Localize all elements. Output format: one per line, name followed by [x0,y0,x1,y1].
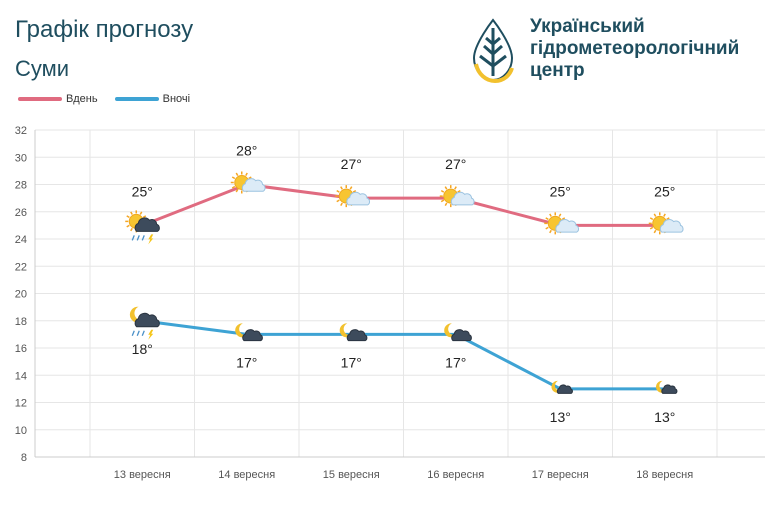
night-temp-label: 17° [236,354,257,370]
legend-swatch-night [114,97,159,101]
logo-line-2: гідрометеорологічний [530,38,740,59]
night-temp-label: 18° [132,341,153,357]
day-weather-icon [125,210,160,245]
night-weather-icon [551,380,573,394]
day-temp-label: 25° [654,183,675,199]
day-weather-icon [335,185,371,208]
day-weather-icon [544,212,580,235]
x-tick-label: 15 вересня [323,469,380,481]
legend-label-night: Вночі [162,93,191,105]
y-tick-label: 20 [15,289,27,301]
series-line-night [142,319,665,391]
logo-line-3: центр [530,60,585,81]
chart-legend: Вдень Вночі [18,92,204,105]
drop-logo-icon [472,18,514,84]
logo-text: Український гідрометеорологічний центр [530,16,739,82]
y-tick-label: 32 [15,125,27,137]
ugmc-logo: Український гідрометеорологічний центр [468,16,768,88]
y-tick-label: 12 [15,398,27,410]
day-temp-label: 25° [132,183,153,199]
night-weather-icon [655,380,678,394]
y-tick-label: 16 [15,343,27,355]
legend-swatch-day [18,97,62,101]
x-tick-label: 18 вересня [636,469,693,481]
y-tick-label: 8 [21,452,27,464]
legend-item-night[interactable]: Вночі [114,93,191,105]
night-temp-label: 13° [654,409,675,425]
x-tick-label: 13 вересня [114,469,171,481]
y-tick-label: 26 [15,207,27,219]
day-temp-label: 27° [445,156,466,172]
y-tick-label: 30 [15,152,27,164]
day-temp-label: 27° [341,156,362,172]
x-tick-label: 16 вересня [427,469,484,481]
y-tick-label: 18 [15,316,27,328]
day-weather-icon [230,171,266,194]
night-temp-label: 13° [550,409,571,425]
day-weather-icon [439,185,475,208]
legend-label-day: Вдень [66,93,98,105]
chart-title: Графік прогнозу [15,16,194,43]
y-tick-label: 10 [15,425,27,437]
day-temp-label: 28° [236,143,257,159]
logo-line-1: Український [530,16,645,37]
y-tick-label: 24 [15,234,27,246]
night-weather-icon [444,323,472,342]
night-weather-icon [339,323,368,342]
night-weather-icon [129,306,160,340]
x-tick-label: 17 вересня [532,469,589,481]
x-tick-label: 14 вересня [218,469,275,481]
night-temp-label: 17° [445,354,466,370]
day-weather-icon [648,212,684,235]
series-line-day [141,183,665,227]
day-temp-label: 25° [550,183,571,199]
legend-item-day[interactable]: Вдень [18,93,98,105]
night-weather-icon [235,323,263,342]
y-tick-label: 28 [15,180,27,192]
city-name: Суми [15,56,70,81]
y-tick-label: 22 [15,261,27,273]
y-tick-label: 14 [15,370,27,382]
night-temp-label: 17° [341,354,362,370]
